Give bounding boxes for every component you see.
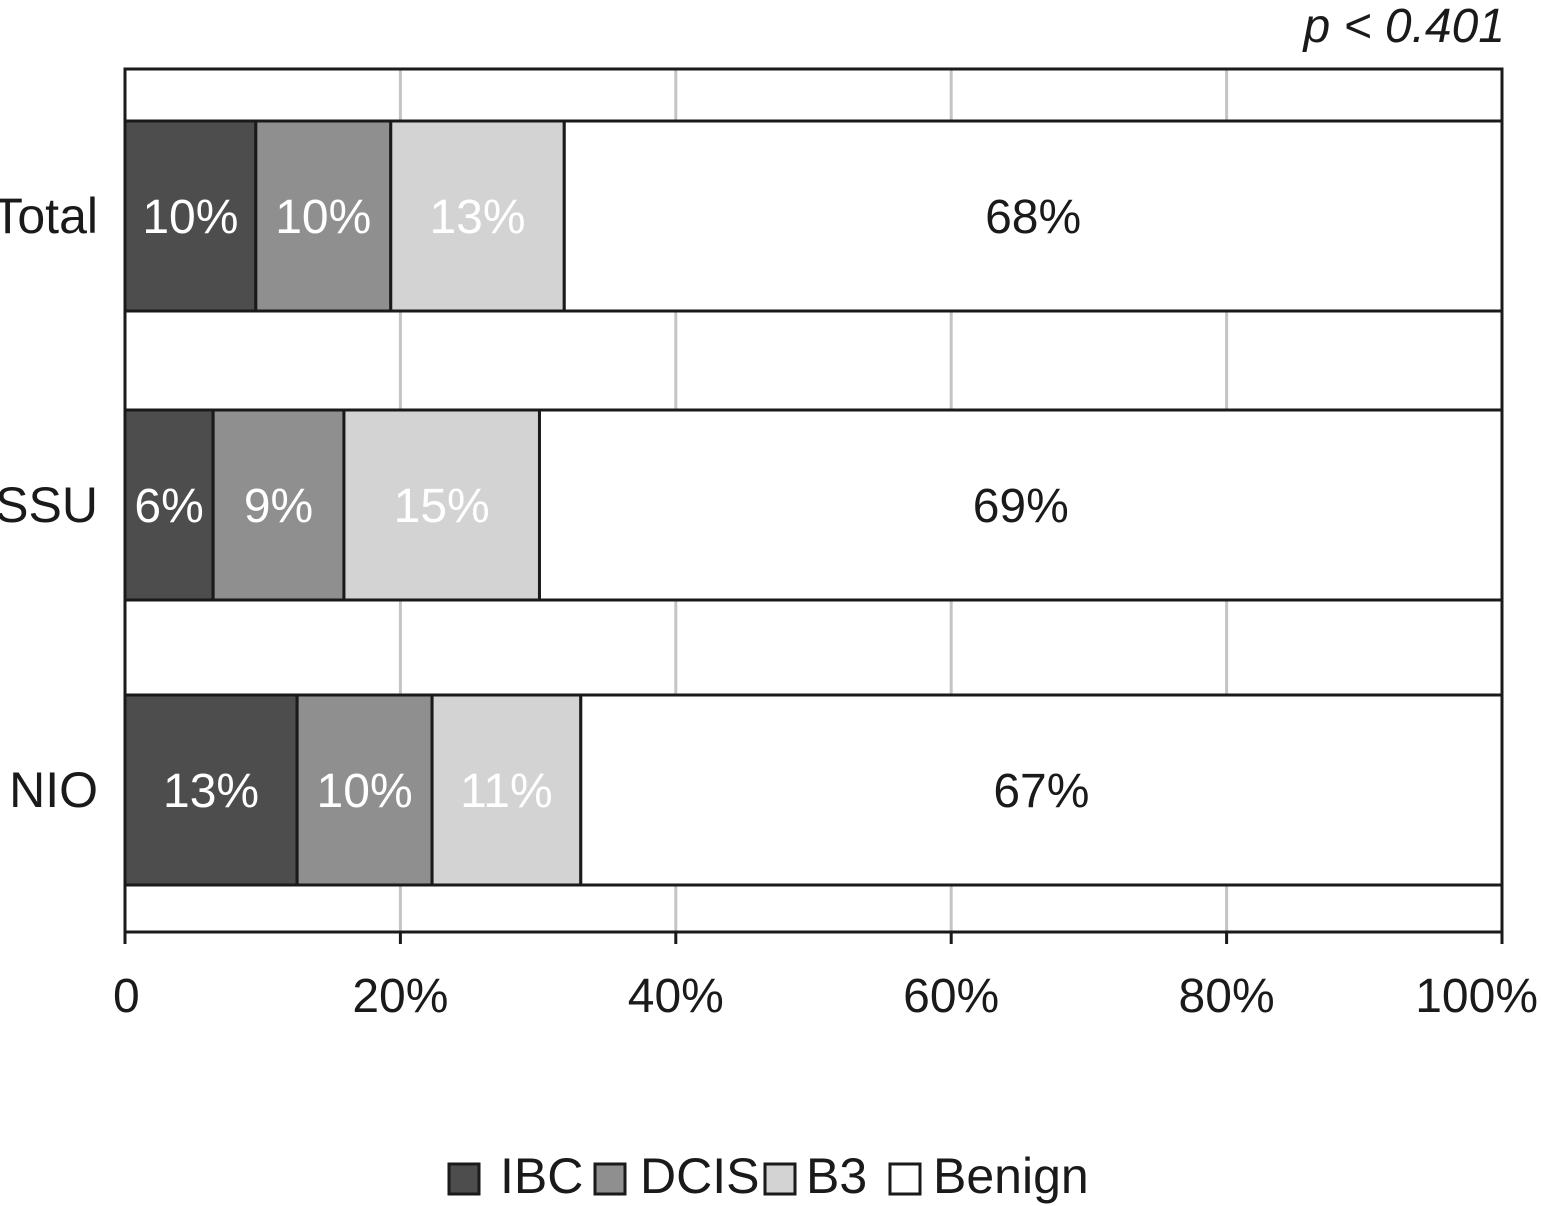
x-tick-label: 20% (352, 970, 448, 1023)
data-label: 10% (275, 191, 371, 244)
legend-label: Benign (933, 1148, 1089, 1204)
legend-swatch (447, 1162, 481, 1196)
bar-segment (579, 693, 1504, 887)
data-label: 13% (429, 191, 525, 244)
bar-segment (389, 119, 566, 313)
x-tick-label: 0 (113, 970, 140, 1023)
data-label: 10% (317, 765, 413, 818)
legend-swatch (888, 1162, 922, 1196)
data-label: 9% (244, 480, 313, 533)
x-tick-label: 80% (1179, 970, 1275, 1023)
bar-segment (254, 119, 393, 313)
legend-swatch (763, 1162, 797, 1196)
data-label: 6% (134, 480, 203, 533)
data-label: 68% (985, 191, 1081, 244)
data-label: 15% (394, 480, 490, 533)
x-tick-label: 40% (628, 970, 724, 1023)
p-value-annotation: p < 0.401 (1301, 0, 1505, 53)
data-label: 67% (993, 765, 1089, 818)
data-label: 69% (973, 480, 1069, 533)
data-label: 11% (460, 765, 553, 818)
legend-label: IBC (500, 1148, 583, 1204)
plot-frame (123, 67, 1504, 934)
legend-swatch (593, 1162, 627, 1196)
category-label: NIO (9, 762, 98, 818)
bar-segment (562, 119, 1504, 313)
data-label: 10% (142, 191, 238, 244)
x-tick-label: 100% (1415, 970, 1538, 1023)
bar-segment (430, 693, 583, 887)
category-label: NSSU (0, 477, 98, 533)
bar-segment (123, 693, 299, 887)
data-label: 13% (163, 765, 259, 818)
x-tick-label: 60% (903, 970, 999, 1023)
category-label: Total (0, 188, 98, 244)
legend-label: B3 (806, 1148, 867, 1204)
bar-segment (211, 408, 346, 602)
bar-segment (295, 693, 434, 887)
bar-segment (123, 119, 258, 313)
legend-label: DCIS (640, 1148, 759, 1204)
